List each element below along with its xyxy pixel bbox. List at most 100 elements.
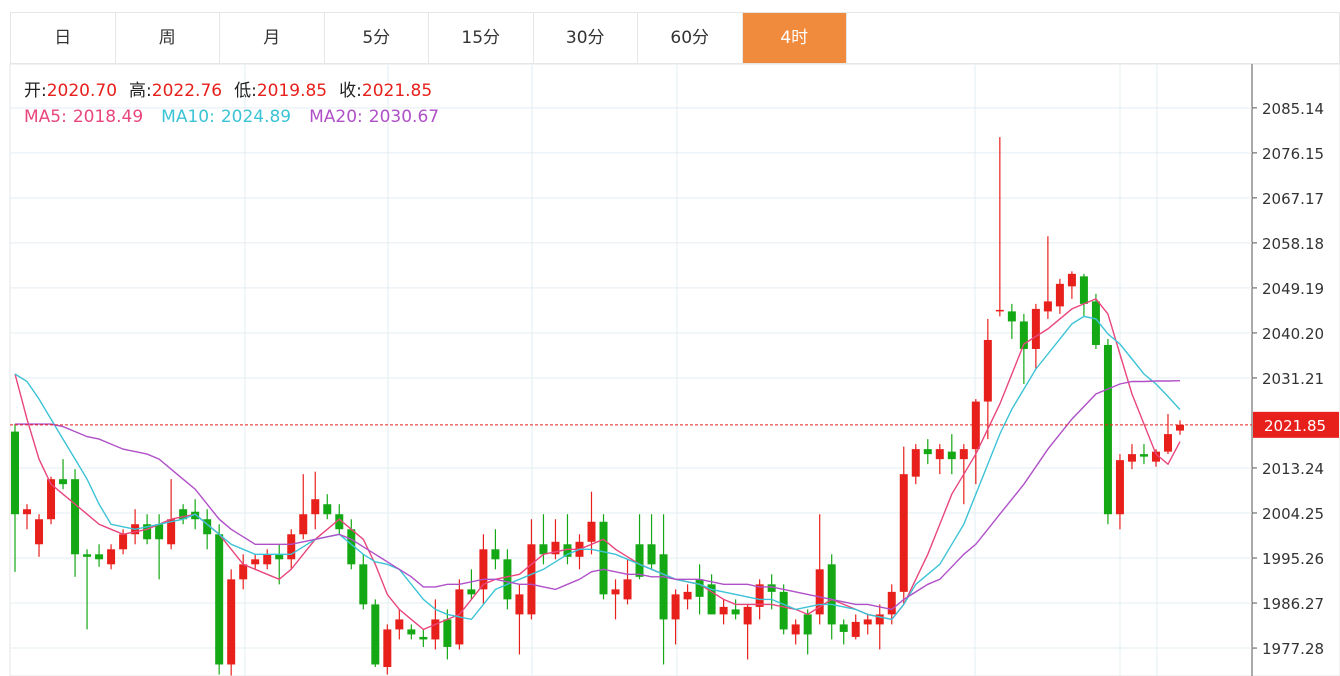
candle-body bbox=[719, 606, 728, 615]
candle-body bbox=[1079, 276, 1088, 304]
candle-body bbox=[203, 519, 212, 535]
candle-body bbox=[611, 589, 620, 595]
legend-header: 开:2020.70 高:2022.76 低:2019.85 收:2021.85 MA5:… bbox=[24, 78, 457, 130]
candle-body bbox=[419, 636, 428, 640]
candle-body bbox=[971, 401, 980, 450]
candle-body bbox=[1163, 434, 1172, 452]
candle-body bbox=[731, 609, 740, 615]
candle-body bbox=[503, 559, 512, 600]
candle-body bbox=[647, 544, 656, 565]
candle-body bbox=[287, 534, 296, 560]
candle-body bbox=[623, 579, 632, 600]
candle-body bbox=[443, 619, 452, 647]
y-tick-label: 2067.17 bbox=[1262, 190, 1324, 208]
candle-body bbox=[491, 549, 500, 560]
candle-body bbox=[911, 449, 920, 477]
candle-body bbox=[983, 339, 992, 402]
candle-body bbox=[83, 554, 92, 557]
candle-body bbox=[215, 534, 224, 665]
candle-body bbox=[1055, 283, 1064, 307]
period-tabs: 日周月 5分 15分 30分 60分 4时 bbox=[10, 12, 1340, 64]
candle-body bbox=[863, 619, 872, 625]
candle-body bbox=[467, 589, 476, 595]
candle-body bbox=[323, 504, 332, 515]
candle-body bbox=[383, 629, 392, 667]
candle-body bbox=[815, 569, 824, 615]
legend-value: 2018.49 bbox=[72, 107, 144, 127]
candle-body bbox=[1019, 321, 1028, 349]
candle-body bbox=[191, 511, 200, 520]
period-tab[interactable]: 5分 bbox=[325, 13, 429, 63]
ohlc-row: 开:2020.70 高:2022.76 低:2019.85 收:2021.85 bbox=[24, 78, 457, 104]
period-tab[interactable]: 周 bbox=[116, 13, 220, 63]
candle-body bbox=[659, 554, 668, 620]
candle-body bbox=[1091, 301, 1100, 345]
candle-body bbox=[155, 524, 164, 540]
candle-body bbox=[407, 629, 416, 635]
legend-name: MA10: bbox=[161, 107, 215, 127]
period-tab[interactable]: 日 bbox=[11, 13, 116, 63]
candle-body bbox=[119, 534, 128, 550]
candle-body bbox=[179, 509, 188, 520]
candle-body bbox=[1031, 308, 1040, 349]
period-tab[interactable]: 30分 bbox=[534, 13, 638, 63]
candle-body bbox=[59, 479, 68, 485]
candle-body bbox=[371, 604, 380, 665]
candle-body bbox=[791, 624, 800, 635]
y-tick-label: 2049.19 bbox=[1262, 280, 1324, 298]
period-tab[interactable]: 4时 bbox=[742, 13, 847, 63]
candle-body bbox=[743, 606, 752, 625]
candle-body bbox=[1127, 454, 1136, 462]
candle-body bbox=[263, 554, 272, 565]
candle-body bbox=[1139, 454, 1148, 457]
candle-body bbox=[563, 544, 572, 557]
y-tick-label: 2031.21 bbox=[1262, 370, 1324, 388]
ma-line bbox=[15, 380, 1181, 611]
ma-row: MA5: 2018.49 MA10: 2024.89 MA20: 2030.67 bbox=[24, 104, 457, 130]
last-price-label: 2021.85 bbox=[1264, 417, 1326, 435]
candle-body bbox=[35, 519, 44, 545]
candle-body bbox=[1043, 301, 1052, 312]
candle-body bbox=[935, 449, 944, 460]
candle-body bbox=[887, 591, 896, 615]
legend-name: MA5: bbox=[24, 107, 67, 127]
y-tick-label: 2058.18 bbox=[1262, 235, 1324, 253]
y-tick-label: 1977.28 bbox=[1262, 640, 1324, 658]
candle-body bbox=[767, 584, 776, 592]
candle-body bbox=[635, 544, 644, 577]
period-tab[interactable]: 15分 bbox=[429, 13, 534, 63]
y-tick-label: 2013.24 bbox=[1262, 460, 1324, 478]
ma-line bbox=[14, 315, 1181, 621]
candle-body bbox=[599, 521, 608, 595]
y-tick-label: 2040.20 bbox=[1262, 325, 1324, 343]
candle-body bbox=[515, 594, 524, 615]
plot-frame bbox=[9, 63, 1340, 676]
candle-body bbox=[1176, 424, 1184, 431]
candle-body bbox=[299, 514, 308, 535]
candle-body bbox=[359, 564, 368, 605]
candle-body bbox=[587, 521, 596, 542]
ohlc-name: 高: bbox=[129, 81, 152, 101]
period-tab[interactable]: 60分 bbox=[638, 13, 743, 63]
period-tab[interactable]: 月 bbox=[220, 13, 325, 63]
legend-name: MA20: bbox=[309, 107, 363, 127]
candle-body bbox=[695, 579, 704, 597]
candle-body bbox=[779, 591, 788, 630]
candle-body bbox=[395, 619, 404, 630]
candle-body bbox=[335, 514, 344, 530]
candle-body bbox=[707, 584, 716, 615]
candle-body bbox=[1007, 311, 1016, 322]
candle-body bbox=[311, 499, 320, 515]
candle-body bbox=[995, 309, 1004, 312]
candle-body bbox=[347, 529, 356, 565]
candle-body bbox=[839, 624, 848, 632]
y-tick-label: 2004.25 bbox=[1262, 505, 1324, 523]
candle-body bbox=[539, 544, 548, 555]
candle-body bbox=[527, 544, 536, 615]
candle-body bbox=[251, 559, 260, 565]
candle-body bbox=[143, 524, 152, 540]
candle-body bbox=[803, 614, 812, 635]
y-tick-label: 1995.26 bbox=[1262, 550, 1324, 568]
candle-body bbox=[851, 621, 860, 637]
